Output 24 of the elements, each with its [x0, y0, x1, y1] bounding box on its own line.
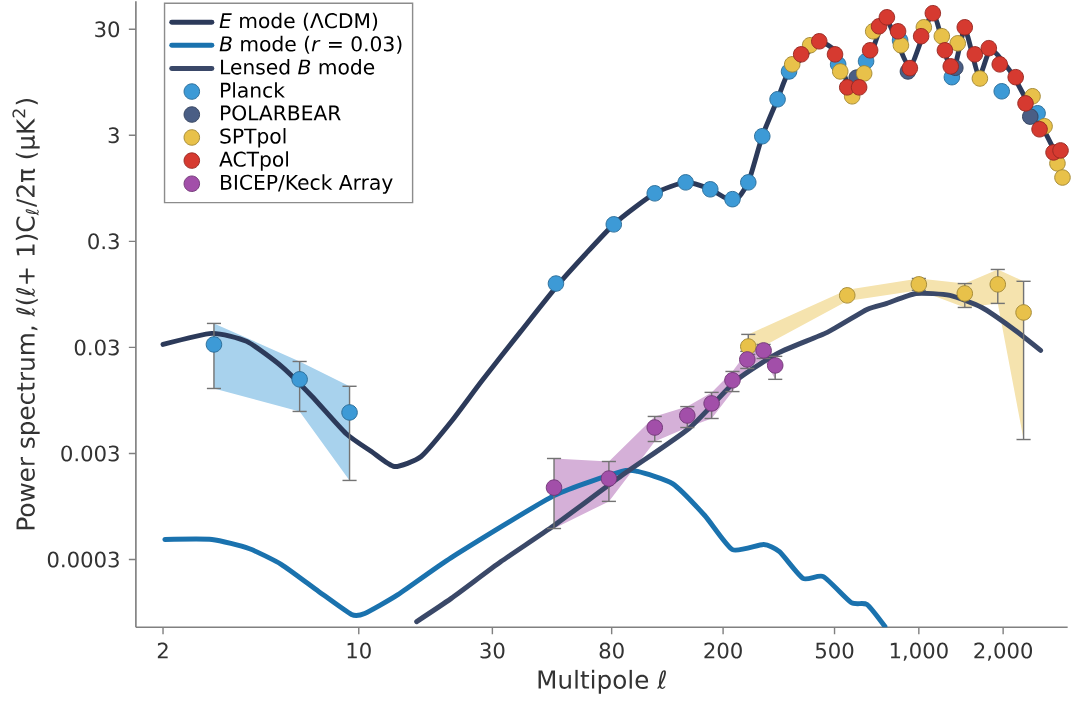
x-tick-label: 1,000: [890, 642, 948, 661]
y-tick-label: 3: [108, 127, 119, 144]
x-tick-label: 500: [815, 642, 854, 659]
x-tick-label: 10: [347, 642, 371, 659]
x-tick-label: 2,000: [974, 642, 1033, 661]
legend-label: SPTpol: [220, 127, 286, 148]
y-axis-title: Power spectrum, ℓ(ℓ+ 1)C$_{ℓ}$/2π (μK$^{2}$): [12, 98, 40, 530]
legend-label: Planck: [221, 82, 285, 98]
legend-label: BICEP/Keck Array: [221, 174, 393, 194]
legend-label: B mode (r = 0.03): [219, 35, 402, 54]
x-axis-title: Multipole ℓ: [538, 669, 666, 694]
legend-label: Lensed B mode: [221, 58, 375, 75]
y-tick-label: 0.0003: [47, 551, 119, 568]
x-tick-label: 80: [599, 642, 624, 659]
y-tick-label: 0.03: [74, 339, 119, 356]
y-tick-label: 30: [95, 21, 120, 38]
y-tick-label: 0.003: [61, 445, 119, 462]
y-tick-label: 0.3: [88, 233, 119, 250]
legend-label: ACTpol: [219, 151, 288, 171]
legend-label: POLARBEAR: [221, 105, 341, 121]
x-tick-label: 2: [157, 642, 168, 659]
x-tick-label: 30: [480, 642, 505, 659]
x-tick-label: 200: [704, 642, 742, 659]
legend-label: E mode (ΛCDM): [219, 12, 378, 31]
